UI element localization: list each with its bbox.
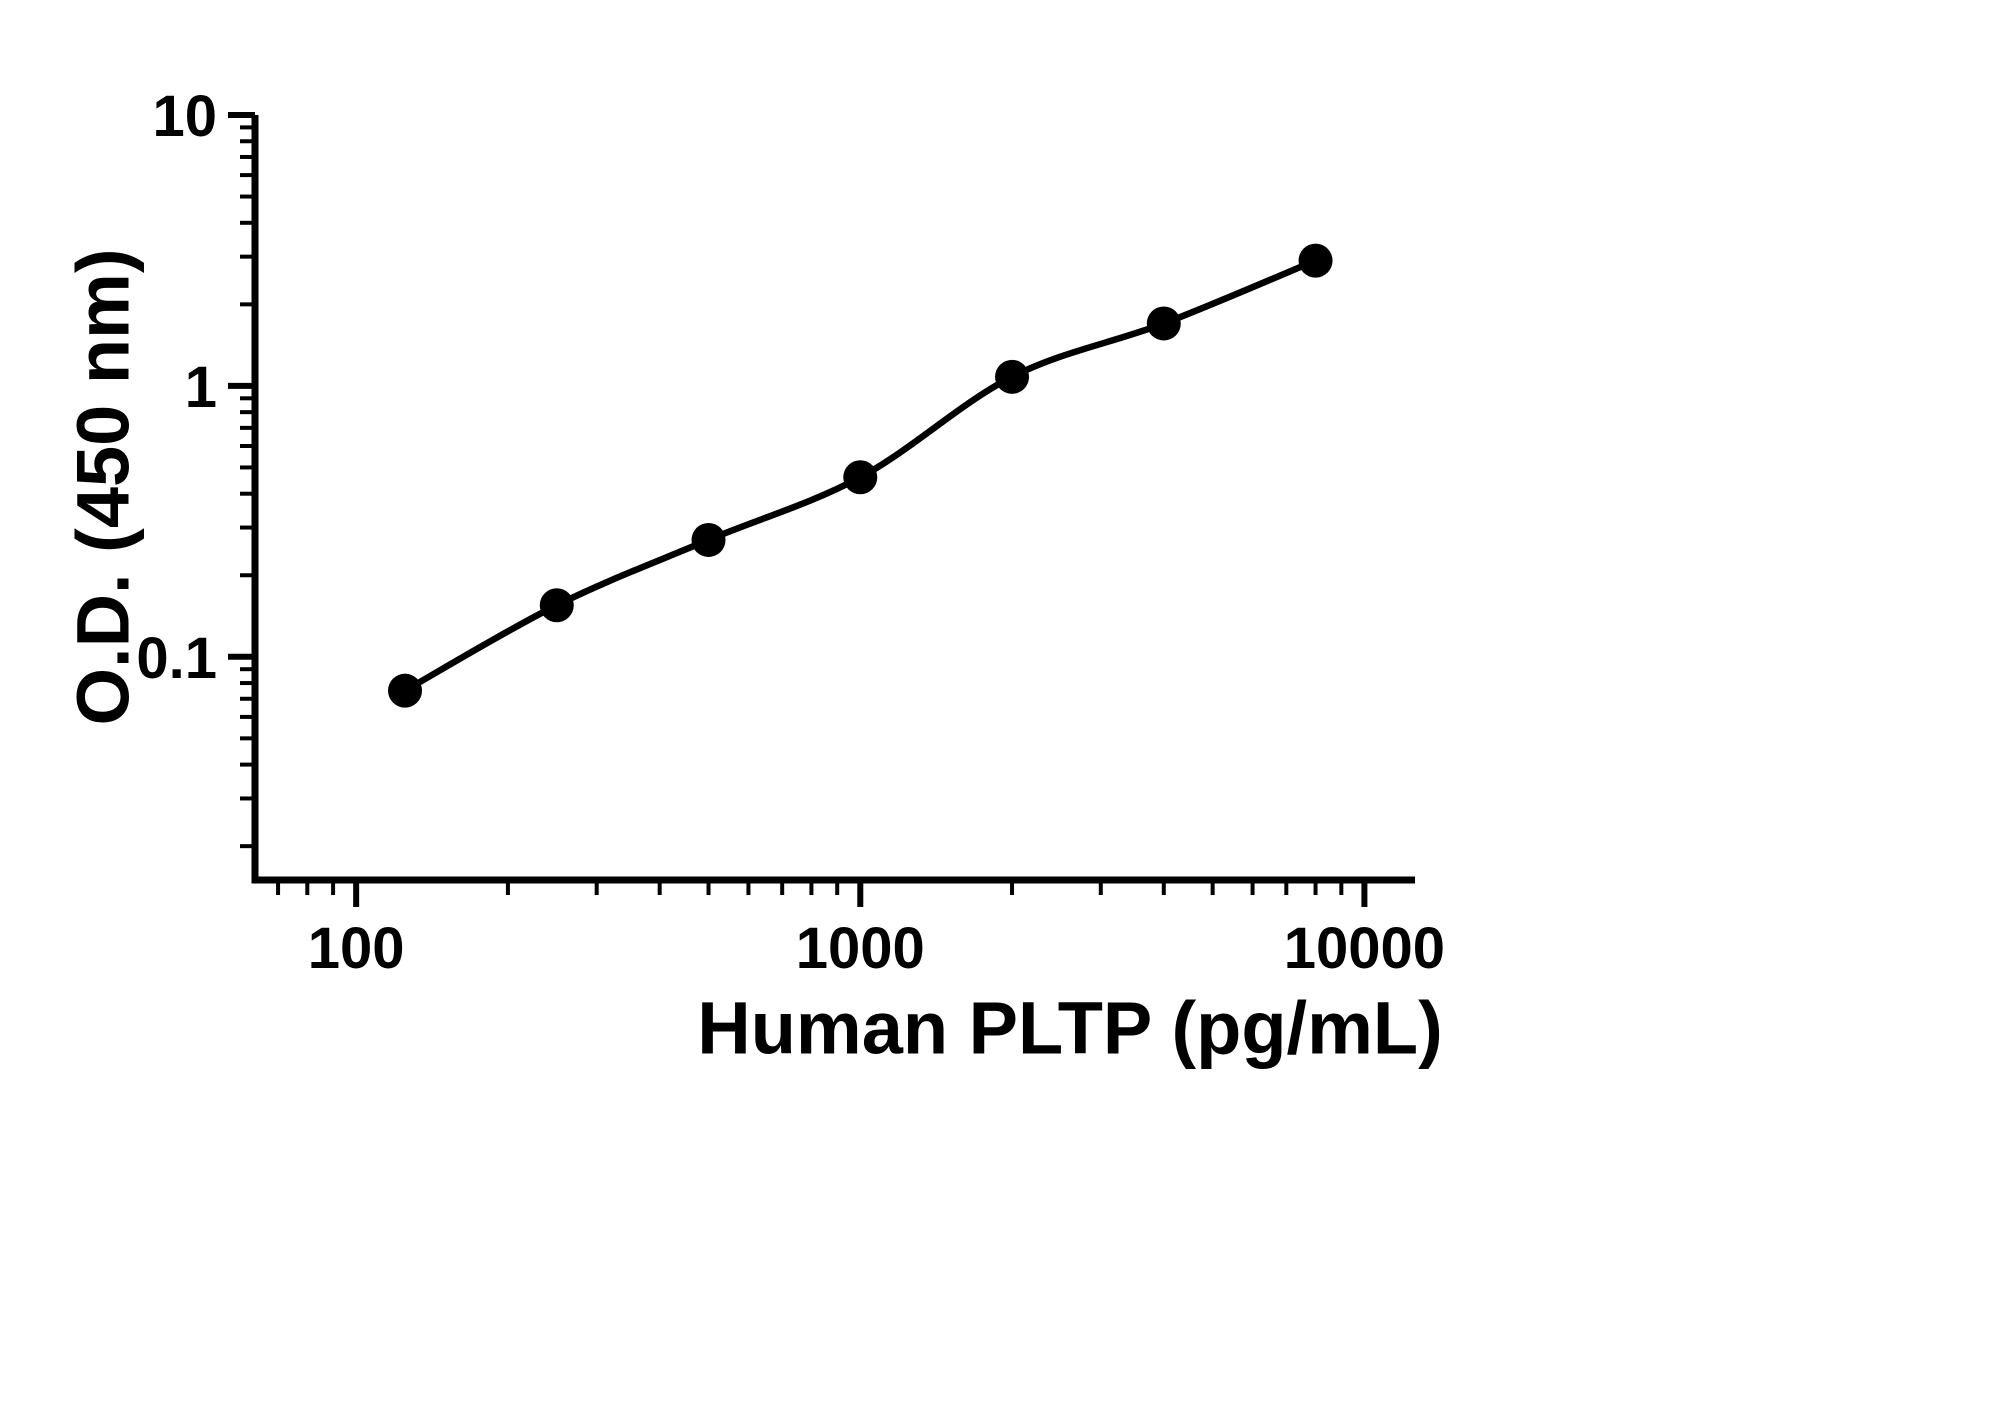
data-point — [843, 460, 878, 495]
data-point — [1146, 306, 1181, 341]
data-point — [388, 673, 423, 708]
y-tick-label: 1 — [185, 355, 217, 420]
data-point — [1298, 243, 1333, 278]
x-tick-label: 100 — [308, 916, 405, 981]
data-point — [691, 522, 726, 557]
y-tick-label: 0.1 — [136, 626, 217, 691]
data-point — [539, 588, 574, 623]
x-tick-label: 1000 — [796, 916, 925, 981]
data-point — [995, 359, 1030, 394]
y-tick-label: 10 — [152, 84, 217, 149]
x-tick-label: 10000 — [1284, 916, 1445, 981]
x-axis-title: Human PLTP (pg/mL) — [697, 986, 1443, 1070]
y-axis-title: O.D. (450 nm) — [61, 248, 145, 726]
